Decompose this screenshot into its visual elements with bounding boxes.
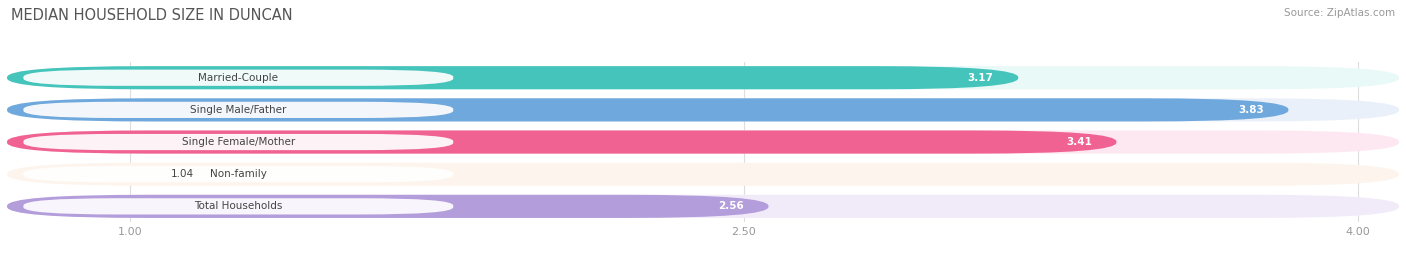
FancyBboxPatch shape: [7, 131, 1116, 154]
FancyBboxPatch shape: [24, 70, 453, 86]
Text: MEDIAN HOUSEHOLD SIZE IN DUNCAN: MEDIAN HOUSEHOLD SIZE IN DUNCAN: [11, 8, 292, 23]
Text: Single Female/Mother: Single Female/Mother: [181, 137, 295, 147]
FancyBboxPatch shape: [7, 98, 1288, 121]
FancyBboxPatch shape: [24, 198, 453, 214]
Text: 2.56: 2.56: [718, 201, 744, 211]
Text: 1.04: 1.04: [170, 169, 194, 179]
Text: Single Male/Father: Single Male/Father: [190, 105, 287, 115]
FancyBboxPatch shape: [7, 131, 1399, 154]
FancyBboxPatch shape: [24, 134, 453, 150]
FancyBboxPatch shape: [7, 66, 1018, 89]
Text: Married-Couple: Married-Couple: [198, 73, 278, 83]
Text: Non-family: Non-family: [209, 169, 267, 179]
Text: Total Households: Total Households: [194, 201, 283, 211]
FancyBboxPatch shape: [7, 195, 1399, 218]
FancyBboxPatch shape: [7, 66, 1399, 89]
FancyBboxPatch shape: [7, 98, 1399, 121]
Text: 3.17: 3.17: [967, 73, 994, 83]
FancyBboxPatch shape: [7, 163, 1399, 186]
FancyBboxPatch shape: [24, 166, 453, 182]
Text: Source: ZipAtlas.com: Source: ZipAtlas.com: [1284, 8, 1395, 18]
Text: 3.41: 3.41: [1066, 137, 1092, 147]
Text: 3.83: 3.83: [1239, 105, 1264, 115]
FancyBboxPatch shape: [7, 195, 769, 218]
FancyBboxPatch shape: [24, 102, 453, 118]
